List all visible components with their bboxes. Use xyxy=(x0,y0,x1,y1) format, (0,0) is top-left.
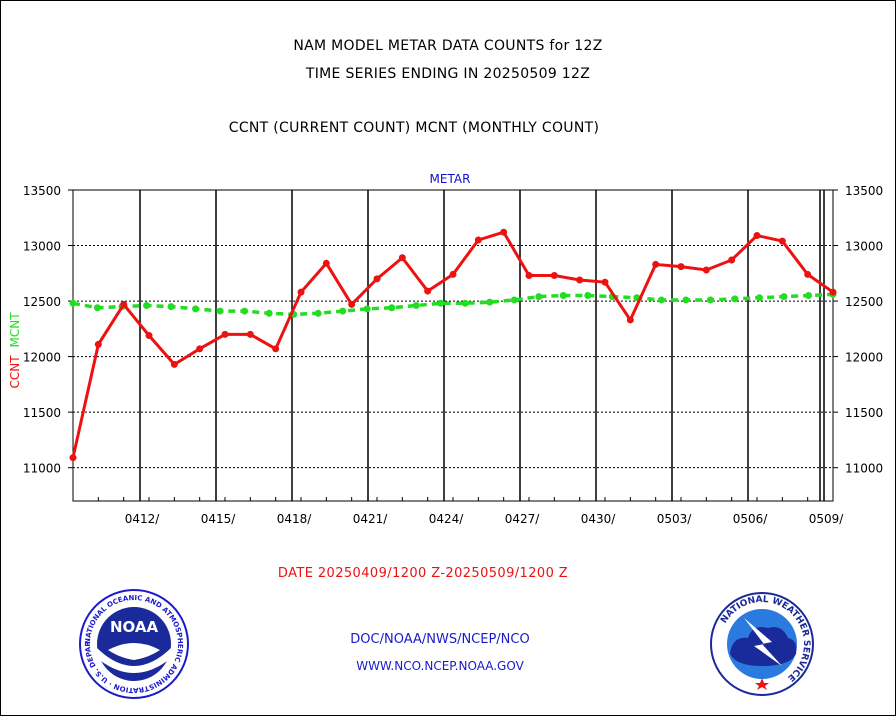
point-mcnt xyxy=(682,296,690,304)
chart-subtitle: TIME SERIES ENDING IN 20250509 12Z xyxy=(305,66,591,82)
y-axis-label-mcnt: MCNT xyxy=(8,312,22,348)
point-ccnt xyxy=(170,360,178,368)
series-line-mcnt xyxy=(72,292,834,317)
y-tick-label-right: 11500 xyxy=(845,406,883,420)
org-path-text: DOC/NOAA/NWS/NCEP/NCO xyxy=(350,632,530,647)
y-tick-label-right: 11000 xyxy=(845,462,883,476)
point-ccnt xyxy=(500,228,508,236)
y-tick-label-right: 12000 xyxy=(845,351,883,365)
point-mcnt xyxy=(731,295,739,303)
point-ccnt xyxy=(829,288,837,296)
point-mcnt xyxy=(314,309,322,317)
axes: 11000 11500 12000 12500 13000 13500 11000 11500… xyxy=(23,184,883,526)
point-mcnt xyxy=(412,302,420,310)
y-tick-label-left: 11500 xyxy=(23,406,61,420)
point-ccnt xyxy=(145,332,153,340)
y-tick-label-left: 11000 xyxy=(23,462,61,476)
point-mcnt xyxy=(216,307,224,315)
x-tick-label: 0430/ xyxy=(581,512,617,526)
point-ccnt xyxy=(94,340,102,348)
plot-border xyxy=(72,189,834,502)
point-ccnt xyxy=(424,287,432,295)
point-ccnt xyxy=(728,256,736,264)
point-ccnt xyxy=(804,270,812,278)
point-mcnt xyxy=(755,294,763,302)
point-mcnt xyxy=(584,292,592,300)
point-ccnt xyxy=(626,316,634,324)
point-ccnt xyxy=(525,272,533,280)
point-mcnt xyxy=(437,299,445,307)
y-axis-label-ccnt: CCNT xyxy=(8,355,22,389)
x-tick-label: 0506/ xyxy=(733,512,769,526)
point-ccnt xyxy=(474,236,482,244)
point-ccnt xyxy=(120,300,128,308)
point-mcnt xyxy=(94,304,102,312)
x-tick-label: 0415/ xyxy=(201,512,237,526)
point-mcnt xyxy=(535,293,543,301)
point-mcnt xyxy=(143,302,151,310)
series-line-ccnt xyxy=(71,230,834,459)
point-ccnt xyxy=(550,272,558,280)
point-ccnt xyxy=(373,275,381,283)
point-ccnt xyxy=(398,254,406,262)
point-ccnt xyxy=(322,259,330,267)
point-mcnt xyxy=(780,293,788,301)
point-ccnt xyxy=(449,270,457,278)
point-ccnt xyxy=(221,330,229,338)
point-mcnt xyxy=(510,296,518,304)
y-tick-label-left: 13500 xyxy=(23,184,61,198)
y-tick-label-left: 12000 xyxy=(23,351,61,365)
x-tick-label: 0418/ xyxy=(277,512,313,526)
point-mcnt xyxy=(461,299,469,307)
grid xyxy=(73,189,833,501)
point-ccnt xyxy=(753,232,761,240)
point-mcnt xyxy=(167,303,175,311)
point-ccnt xyxy=(652,260,660,268)
point-mcnt xyxy=(559,292,567,300)
y-tick-label-left: 13000 xyxy=(23,240,61,254)
point-mcnt xyxy=(486,298,494,306)
point-mcnt xyxy=(192,305,200,313)
x-tick-label: 0509/ xyxy=(809,512,845,526)
svg-text:NOAA: NOAA xyxy=(110,618,159,636)
point-mcnt xyxy=(69,299,77,307)
point-ccnt xyxy=(348,300,356,308)
point-ccnt xyxy=(297,288,305,296)
point-ccnt xyxy=(778,237,786,245)
point-ccnt xyxy=(272,345,280,353)
x-tick-label: 0424/ xyxy=(429,512,465,526)
point-ccnt xyxy=(677,263,685,271)
y-tick-label-right: 13000 xyxy=(845,240,883,254)
x-tick-label: 0427/ xyxy=(505,512,541,526)
point-mcnt xyxy=(657,296,665,304)
y-tick-label-right: 12500 xyxy=(845,295,883,309)
point-mcnt xyxy=(241,307,249,315)
noaa-logo-icon: NOAA NATIONAL OCEANIC AND ATMOSPHERIC AD… xyxy=(78,588,189,699)
x-tick-label: 0412/ xyxy=(125,512,161,526)
x-tick-label: 0421/ xyxy=(353,512,389,526)
point-mcnt xyxy=(265,309,273,317)
point-mcnt xyxy=(339,307,347,315)
point-ccnt xyxy=(576,276,584,284)
date-range-label: DATE 20250409/1200 Z-20250509/1200 Z xyxy=(277,566,569,581)
y-tick-label-right: 13500 xyxy=(845,184,883,198)
panel-label: METAR xyxy=(429,172,471,186)
point-ccnt xyxy=(246,330,254,338)
chart-title: NAM MODEL METAR DATA COUNTS for 12Z xyxy=(293,38,603,54)
x-tick-label: 0503/ xyxy=(657,512,693,526)
point-ccnt xyxy=(69,454,77,462)
nws-logo-icon: NATIONAL WEATHER SERVICE xyxy=(710,592,814,696)
point-mcnt xyxy=(363,305,371,313)
point-mcnt xyxy=(804,292,812,300)
y-tick-label-left: 12500 xyxy=(23,295,61,309)
point-ccnt xyxy=(702,266,710,274)
point-ccnt xyxy=(196,345,204,353)
series xyxy=(69,228,837,462)
point-ccnt xyxy=(601,278,609,286)
series-description: CCNT (CURRENT COUNT) MCNT (MONTHLY COUNT… xyxy=(228,120,600,136)
point-mcnt xyxy=(388,304,396,312)
point-mcnt xyxy=(706,296,714,304)
website-text: WWW.NCO.NCEP.NOAA.GOV xyxy=(356,659,524,673)
